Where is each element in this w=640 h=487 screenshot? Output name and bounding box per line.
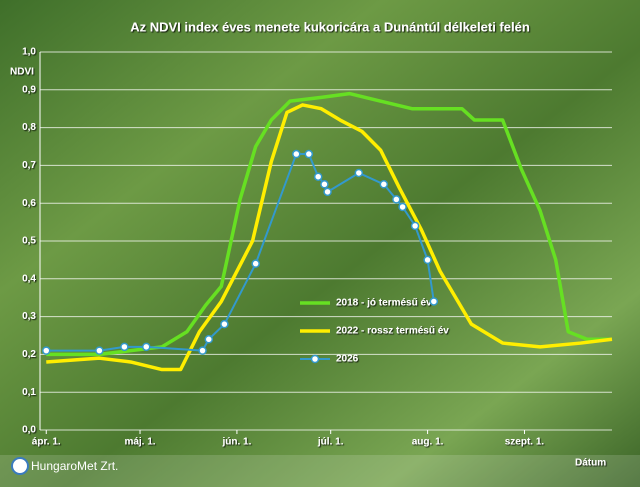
y-tick-label: 0,8: [22, 122, 36, 133]
data-point: [423, 255, 432, 265]
x-tick-label: aug. 1.: [412, 437, 444, 448]
data-point: [320, 180, 329, 189]
data-point: [392, 195, 401, 204]
data-point: [120, 342, 129, 352]
logo-icon: [11, 457, 29, 475]
x-tick-label: ápr. 1.: [32, 437, 61, 448]
data-point: [304, 149, 314, 159]
data-point: [379, 180, 389, 189]
data-point: [204, 335, 214, 344]
legend-marker: [310, 354, 320, 364]
data-point: [429, 297, 439, 306]
data-point: [95, 346, 104, 355]
y-tick-label: 0,0: [22, 425, 36, 436]
x-tick-label: máj. 1.: [124, 437, 155, 448]
data-point: [251, 259, 260, 268]
data-point: [398, 202, 407, 212]
logo-text: HungaroMet Zrt.: [31, 459, 118, 473]
legend-label: 2026: [336, 354, 359, 365]
data-point: [313, 172, 323, 181]
y-tick-label: 0,7: [22, 160, 36, 171]
legend-label: 2022 - rossz termésű év: [336, 326, 449, 337]
footer-band: [0, 455, 640, 487]
y-tick-label: 0,6: [22, 198, 36, 209]
y-tick-label: 0,2: [22, 349, 36, 360]
data-point: [220, 319, 229, 329]
y-tick-label: 0,9: [22, 84, 36, 95]
series-line: [46, 103, 613, 372]
x-tick-label: jún. 1.: [221, 437, 251, 448]
y-tick-label: 0,1: [22, 387, 36, 398]
x-tick-label: szept. 1.: [505, 437, 545, 448]
data-point: [42, 346, 51, 355]
data-point: [323, 187, 332, 197]
data-point: [292, 149, 301, 159]
data-point: [142, 342, 151, 352]
data-point: [354, 168, 364, 178]
series-line: [46, 91, 612, 357]
data-point: [410, 221, 420, 231]
y-tick-label: 1,0: [22, 47, 36, 58]
y-axis-label: NDVI: [10, 67, 34, 78]
x-axis-label: Dátum: [575, 458, 606, 469]
data-point: [198, 346, 207, 355]
legend-label: 2018 - jó termésű év: [336, 298, 432, 309]
x-tick-label: júl. 1.: [317, 437, 344, 448]
chart-title: Az NDVI index éves menete kukoricára a D…: [130, 19, 530, 34]
y-tick-label: 0,5: [22, 236, 36, 247]
y-tick-label: 0,4: [22, 273, 36, 284]
y-tick-label: 0,3: [22, 311, 36, 322]
